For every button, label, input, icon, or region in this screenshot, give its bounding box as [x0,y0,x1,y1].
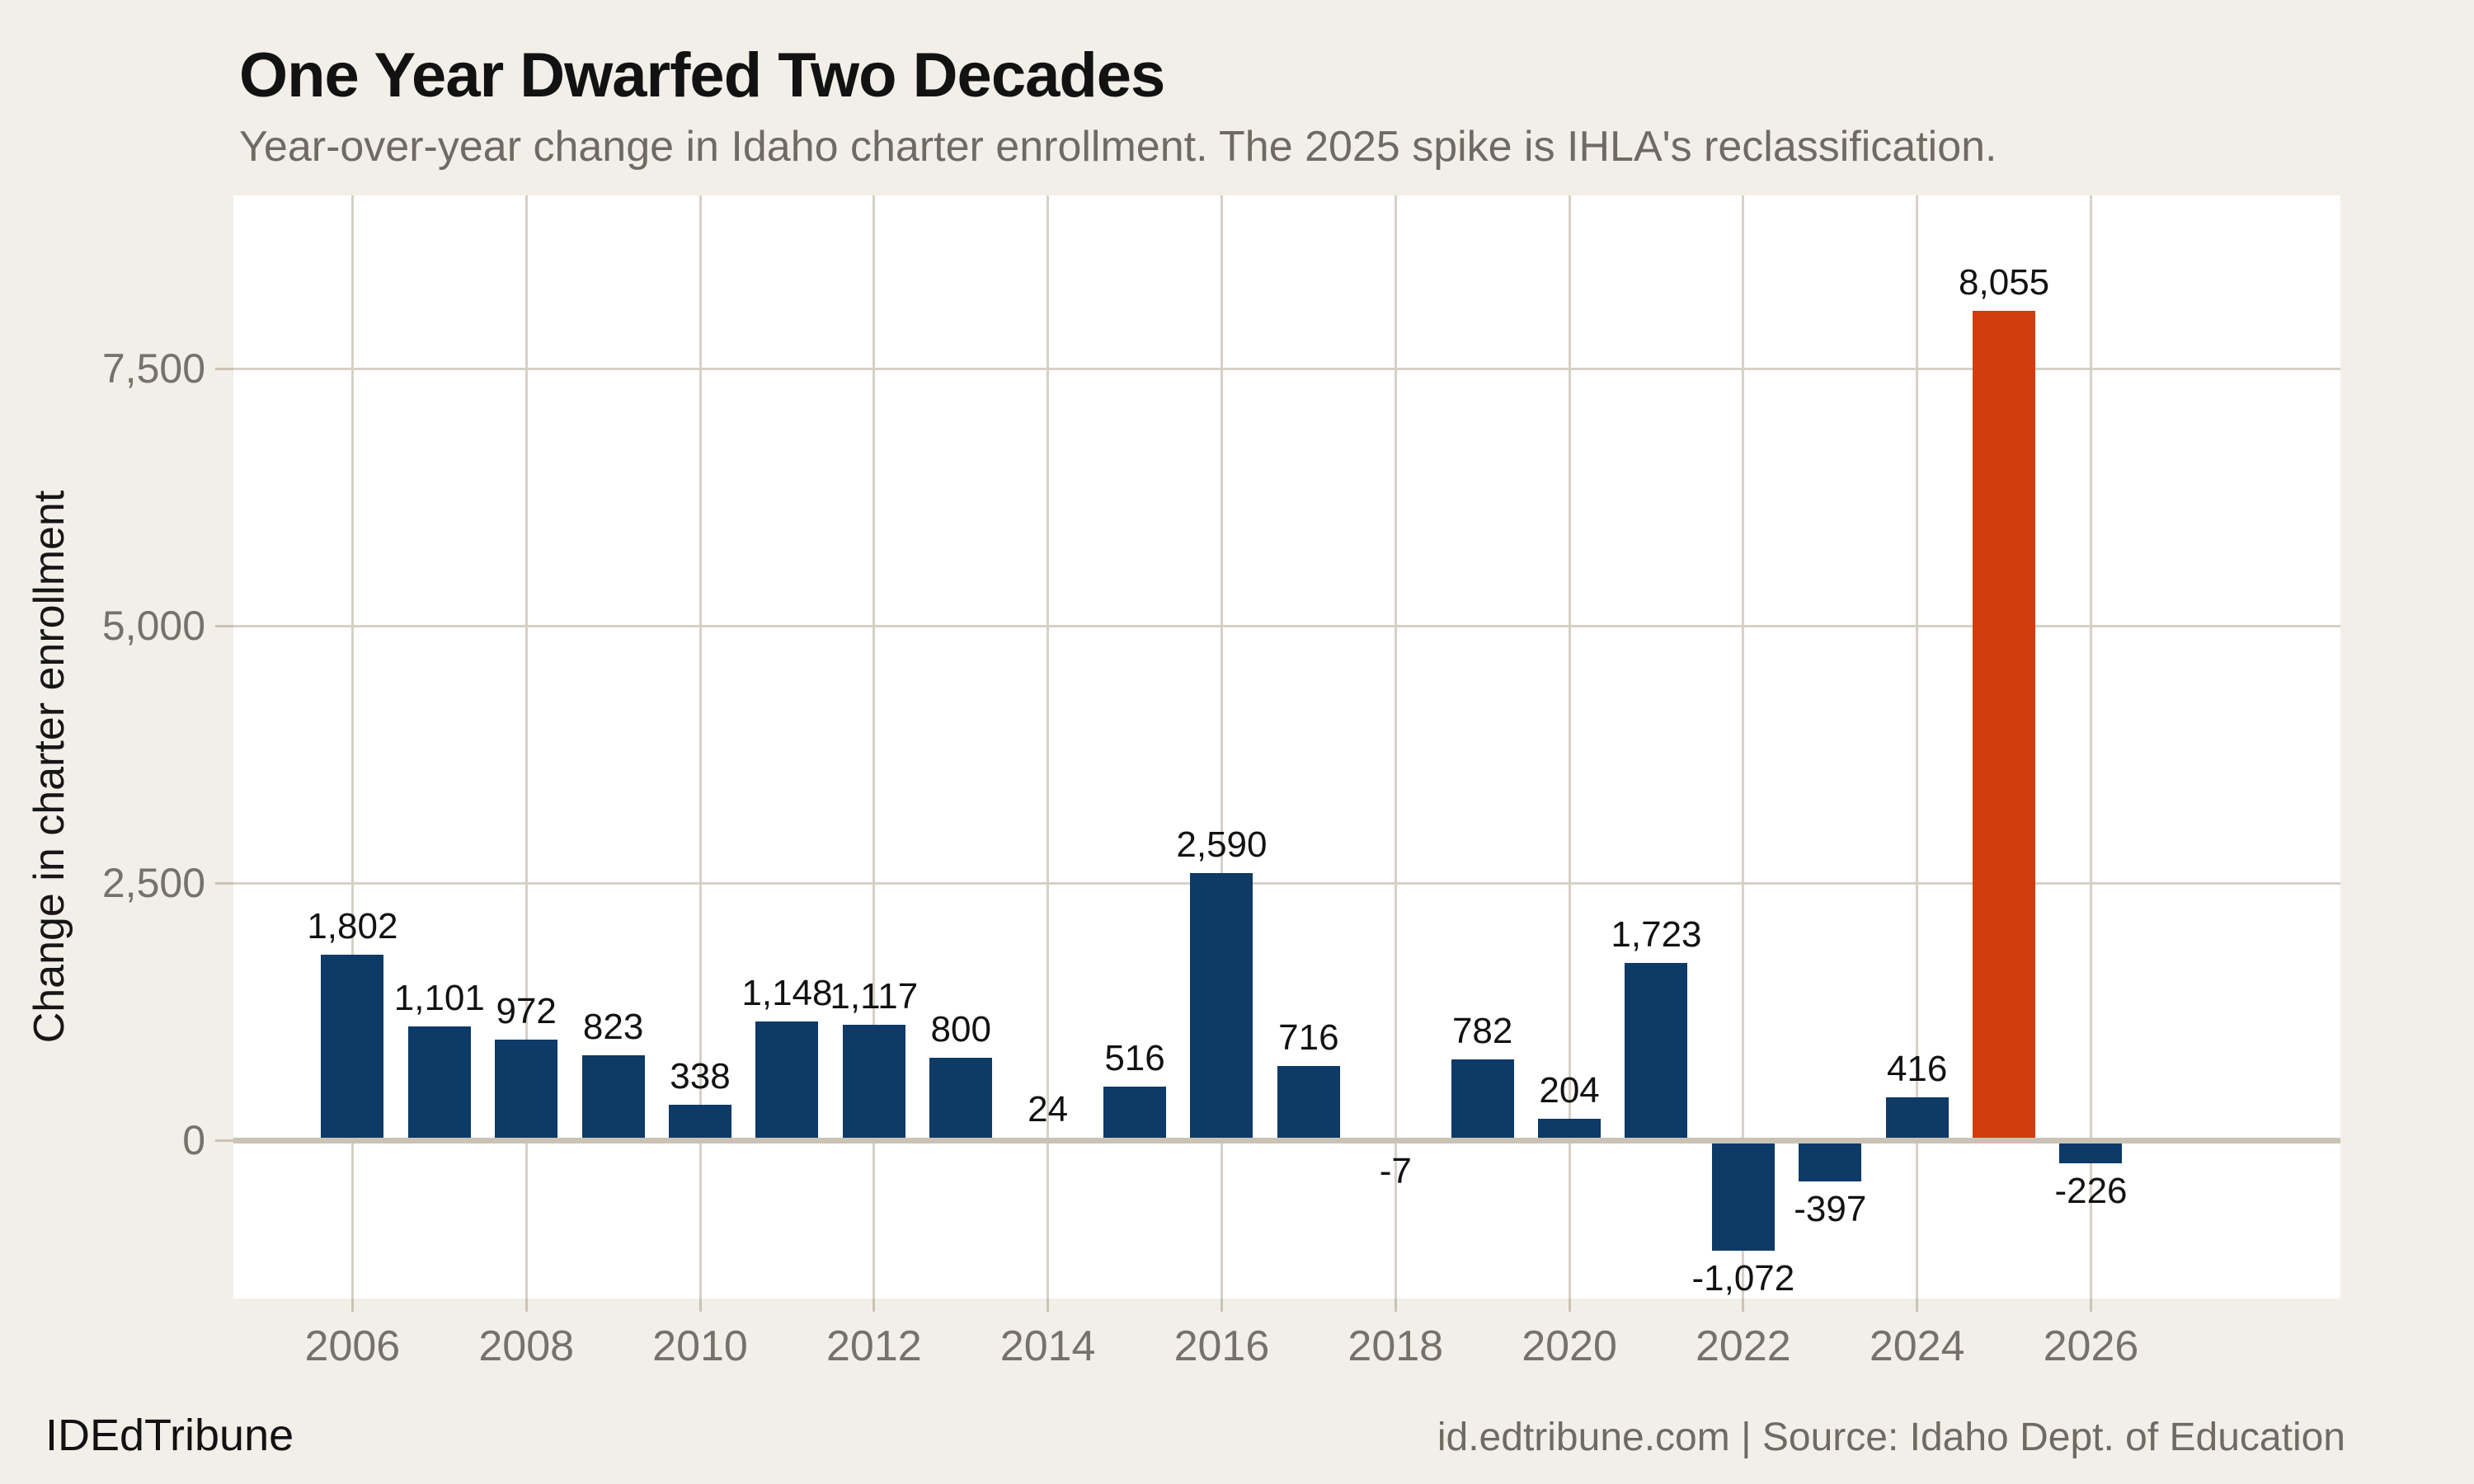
x-tick-2012 [872,1298,876,1312]
gridline-y-5000 [233,624,2340,627]
gridline-x-2016 [1220,195,1223,1298]
x-tick-2026 [2089,1298,2092,1312]
bar-2011 [755,1021,819,1138]
x-tick-label-2012: 2012 [825,1322,922,1370]
y-tick-0 [215,1139,233,1142]
bar-value-label-2017: 716 [1278,1017,1339,1059]
y-tick-label-0: 0 [182,1117,205,1164]
x-tick-2024 [1916,1298,1919,1312]
y-axis-title: Change in charter enrollment [26,490,73,1044]
bar-value-label-2022: -1,072 [1691,1257,1795,1298]
bar-2008 [495,1040,558,1138]
bar-2024 [1885,1097,1949,1138]
bar-value-label-2007: 1,101 [393,978,485,1019]
bar-2010 [669,1105,732,1138]
x-tick-label-2018: 2018 [1348,1322,1444,1370]
bar-2025 [1973,311,2036,1138]
bar-value-label-2006: 1,802 [307,905,398,946]
gridline-x-2010 [698,195,702,1298]
bar-2021 [1625,962,1688,1138]
chart-subtitle: Year-over-year change in Idaho charter e… [239,123,1997,171]
bar-value-label-2025: 8,055 [1959,262,2050,303]
bar-2006 [321,954,384,1138]
gridline-x-2020 [1568,195,1571,1298]
gridline-x-2022 [1742,195,1745,1298]
bar-2009 [581,1054,645,1138]
bar-value-label-2013: 800 [930,1008,991,1050]
bar-value-label-2020: 204 [1539,1070,1600,1111]
x-tick-2016 [1220,1298,1223,1312]
bar-value-label-2024: 416 [1886,1048,1948,1089]
bar-2015 [1103,1087,1167,1138]
bar-value-label-2011: 1,148 [741,973,833,1014]
chart-title: One Year Dwarfed Two Decades [239,40,1165,110]
x-tick-2018 [1394,1298,1397,1312]
y-tick-label-2500: 2,500 [101,860,205,907]
source-attribution: id.edtribune.com | Source: Idaho Dept. o… [1437,1416,2345,1459]
bar-value-label-2015: 516 [1104,1038,1165,1079]
y-tick-2500 [215,881,233,885]
gridline-y-2500 [233,881,2340,885]
bar-2013 [929,1057,993,1138]
bar-2022 [1711,1143,1775,1251]
bar-value-label-2016: 2,590 [1176,824,1268,866]
gridline-x-2006 [350,195,354,1298]
brand-text: IDEdTribune [45,1411,294,1460]
x-tick-2020 [1568,1298,1571,1312]
gridline-x-2024 [1916,195,1919,1298]
bar-2017 [1277,1066,1340,1138]
y-tick-label-5000: 5,000 [101,603,205,650]
x-tick-2006 [350,1298,354,1312]
bar-value-label-2019: 782 [1451,1010,1513,1051]
plot-panel: 1,802 1,101 972 823 338 1,148 1,117 800 24 516 2,5… [233,195,2340,1298]
x-tick-label-2006: 2006 [304,1322,401,1370]
gridline-x-2014 [1047,195,1050,1298]
bar-value-label-2014: 24 [1028,1088,1069,1129]
y-tick-5000 [215,624,233,627]
bar-2007 [407,1026,471,1138]
x-tick-label-2010: 2010 [652,1322,748,1370]
zero-baseline [233,1137,2340,1144]
x-tick-label-2008: 2008 [478,1322,575,1370]
x-tick-label-2014: 2014 [999,1322,1096,1370]
bar-2026 [2059,1143,2123,1164]
x-tick-2008 [524,1298,528,1312]
gridline-x-2018 [1394,195,1397,1298]
gridline-y-7500 [233,367,2340,370]
bar-value-label-2009: 823 [582,1006,644,1047]
x-tick-2010 [698,1298,702,1312]
x-tick-label-2016: 2016 [1174,1322,1270,1370]
y-tick-label-7500: 7,500 [101,345,205,392]
bar-value-label-2012: 1,117 [830,976,919,1017]
bar-2023 [1799,1143,1862,1181]
bar-2020 [1538,1119,1602,1138]
gridline-x-2026 [2089,195,2092,1298]
bar-2016 [1190,873,1253,1138]
y-tick-7500 [215,367,233,370]
bar-value-label-2023: -397 [1794,1188,1867,1229]
x-tick-label-2022: 2022 [1696,1322,1791,1370]
x-tick-2014 [1047,1298,1050,1312]
gridline-x-2008 [524,195,528,1298]
bar-2012 [842,1025,905,1138]
x-tick-label-2020: 2020 [1522,1322,1617,1370]
x-tick-label-2026: 2026 [2043,1322,2139,1370]
x-tick-label-2024: 2024 [1869,1322,1965,1370]
bar-value-label-2026: -226 [2054,1171,2128,1212]
gridline-x-2012 [872,195,876,1298]
bar-value-label-2018: -7 [1379,1150,1412,1191]
x-tick-2022 [1742,1298,1745,1312]
bar-value-label-2008: 972 [496,991,557,1032]
bar-value-label-2010: 338 [670,1056,731,1097]
bar-value-label-2021: 1,723 [1611,913,1702,955]
bar-2019 [1451,1059,1514,1138]
